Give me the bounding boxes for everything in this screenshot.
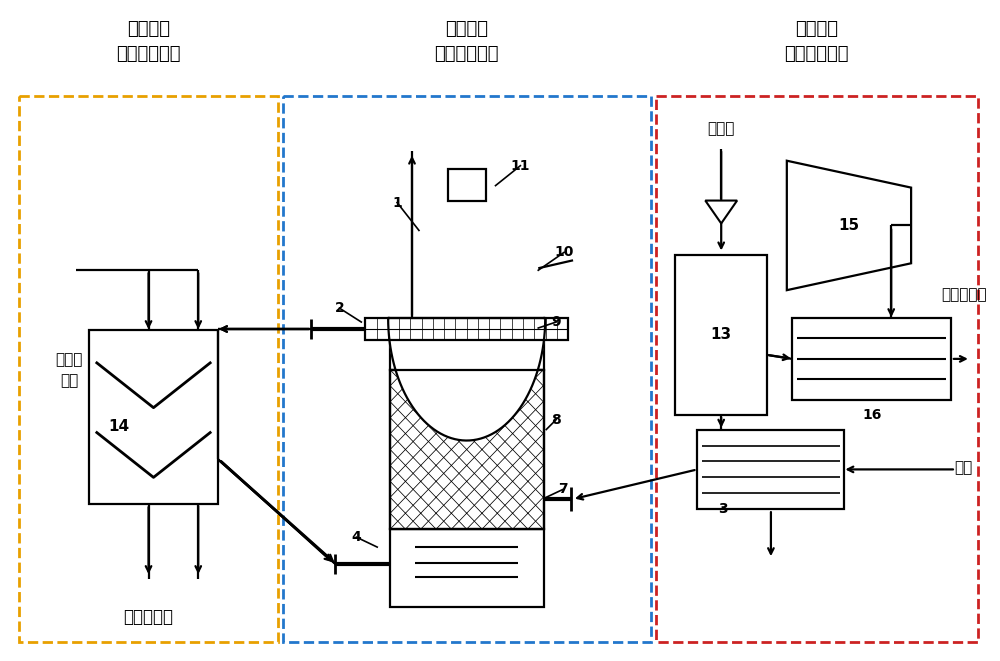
Text: 14: 14 (108, 419, 129, 434)
Bar (792, 318, 951, 400)
Text: 9: 9 (551, 315, 561, 329)
Bar (390, 370, 544, 529)
Bar (390, 529, 544, 607)
Bar (697, 430, 844, 509)
Text: 16: 16 (863, 408, 882, 422)
Text: 汽轮机
抽汽: 汽轮机 抽汽 (55, 352, 83, 388)
Text: 汽轮机抽汽: 汽轮机抽汽 (941, 288, 987, 303)
Text: 供热循环水: 供热循环水 (124, 608, 174, 626)
Text: 低温烟气
余热回收单元: 低温烟气 余热回收单元 (434, 20, 499, 63)
Text: 3: 3 (718, 502, 728, 516)
Polygon shape (787, 161, 911, 290)
Text: 15: 15 (838, 218, 859, 233)
Text: 凝结水: 凝结水 (708, 122, 735, 136)
Bar (675, 255, 767, 414)
Text: 2: 2 (335, 301, 344, 315)
Polygon shape (388, 318, 545, 440)
Polygon shape (705, 200, 737, 223)
Text: 7: 7 (558, 483, 568, 496)
Bar (365, 318, 568, 340)
Bar (448, 169, 486, 200)
Bar (656, 96, 978, 642)
Bar (19, 96, 278, 642)
Text: 1: 1 (392, 196, 402, 210)
Text: 13: 13 (711, 327, 732, 342)
Bar (390, 370, 544, 529)
Bar (89, 330, 218, 504)
Bar (390, 340, 544, 370)
Text: 中温烟气
余热回收单元: 中温烟气 余热回收单元 (784, 20, 849, 63)
Text: 低温烟气
品位提升单元: 低温烟气 品位提升单元 (116, 20, 181, 63)
Bar (283, 96, 651, 642)
Text: 烟气: 烟气 (954, 460, 972, 475)
Text: 11: 11 (511, 159, 530, 173)
Text: 10: 10 (554, 245, 574, 259)
Text: 8: 8 (551, 412, 561, 426)
Text: 4: 4 (351, 530, 361, 544)
